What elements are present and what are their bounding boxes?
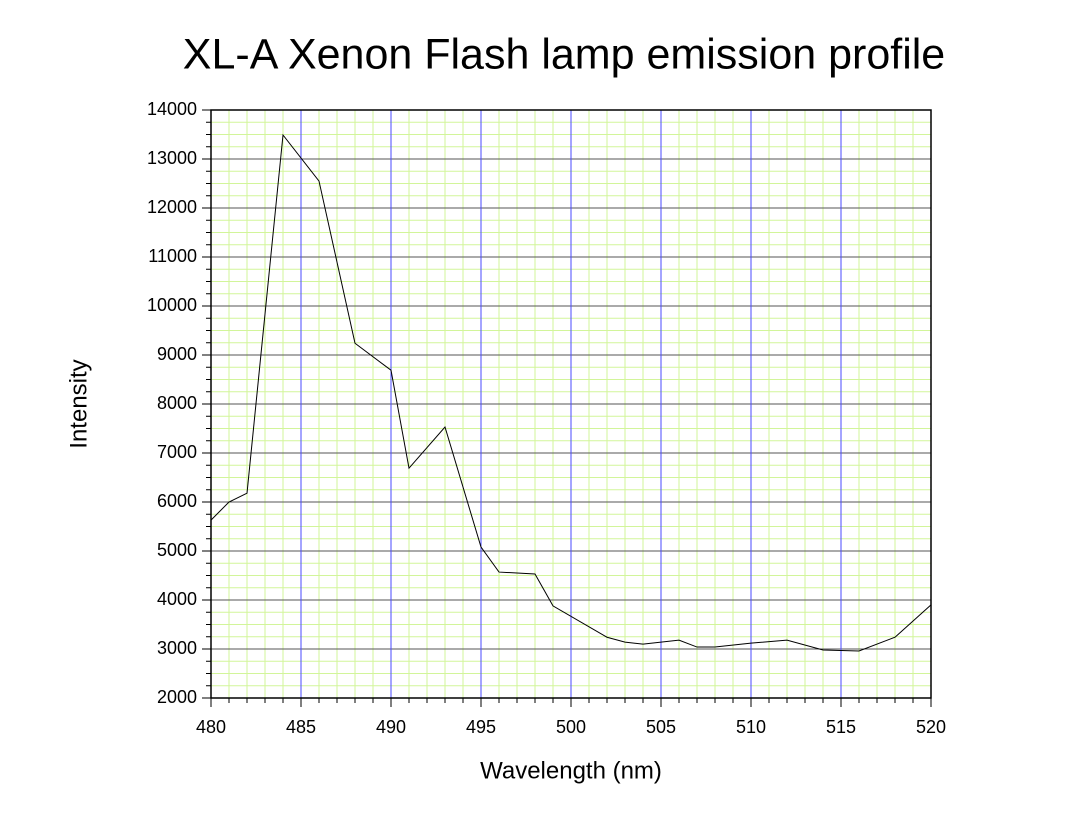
- y-tick-label: 14000: [147, 99, 197, 119]
- y-tick-label: 9000: [157, 344, 197, 364]
- y-tick-label: 11000: [148, 246, 197, 266]
- y-tick-label: 12000: [147, 197, 197, 217]
- x-tick-label: 505: [646, 717, 676, 737]
- x-tick-label: 515: [826, 717, 856, 737]
- y-tick-label: 7000: [157, 442, 197, 462]
- x-tick-label: 510: [736, 717, 766, 737]
- y-tick-label: 10000: [147, 295, 197, 315]
- y-tick-label: 13000: [147, 148, 197, 168]
- x-tick-label: 480: [196, 717, 226, 737]
- y-tick-label: 4000: [157, 589, 197, 609]
- x-tick-label: 500: [556, 717, 586, 737]
- data-line: [210, 133, 932, 652]
- x-tick-label: 485: [286, 717, 316, 737]
- x-tick-label: 490: [376, 717, 406, 737]
- y-tick-label: 3000: [157, 638, 197, 658]
- y-tick-label: 6000: [157, 491, 197, 511]
- y-tick-label: 8000: [157, 393, 197, 413]
- x-axis-label: Wavelength (nm): [480, 757, 662, 784]
- x-tick-label: 520: [916, 717, 946, 737]
- x-tick-label: 495: [466, 717, 496, 737]
- y-tick-label: 2000: [157, 687, 197, 707]
- chart-title: XL-A Xenon Flash lamp emission profile: [183, 30, 945, 78]
- y-axis-label: Intensity: [65, 359, 92, 448]
- y-tick-label: 5000: [157, 540, 197, 560]
- plot-frame: [210, 109, 932, 699]
